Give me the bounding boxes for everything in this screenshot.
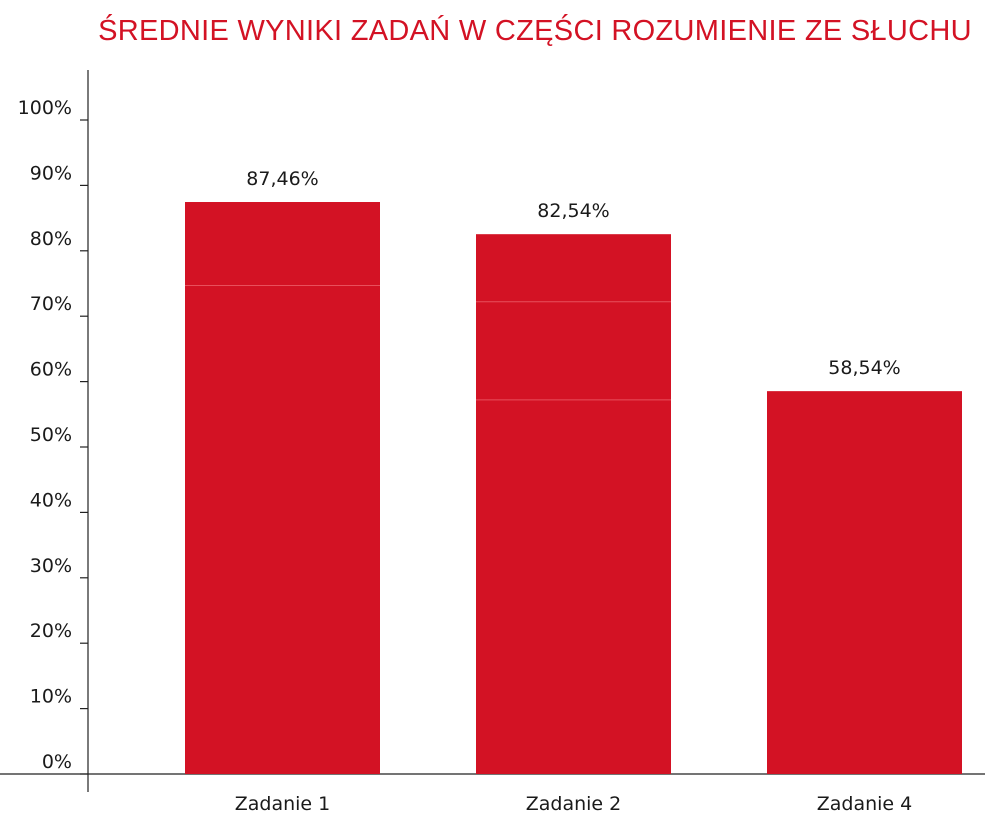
y-tick-label: 100%	[18, 97, 72, 119]
data-labels: 87,46% 82,54% 58,54%	[246, 168, 900, 379]
y-tick-label: 50%	[30, 424, 72, 446]
x-tick-label: Zadanie 2	[526, 793, 622, 815]
bar	[185, 202, 380, 774]
y-tick-label: 90%	[30, 162, 72, 184]
y-tick-label: 0%	[42, 751, 72, 773]
bars	[185, 202, 962, 774]
bar-value-label: 58,54%	[828, 357, 900, 379]
bar	[476, 234, 671, 774]
category-labels: Zadanie 1 Zadanie 2 Zadanie 4	[235, 793, 913, 815]
y-axis-ticks: 0% 10% 20% 30% 40% 50% 60% 70% 80% 90% 100%	[18, 97, 88, 775]
bar	[767, 391, 962, 774]
x-tick-label: Zadanie 4	[817, 793, 913, 815]
chart-title: ŚREDNIE WYNIKI ZADAŃ W CZĘŚCI ROZUMIENIE…	[98, 13, 972, 47]
y-tick-label: 30%	[30, 555, 72, 577]
bar-value-label: 82,54%	[537, 200, 609, 222]
bar-value-label: 87,46%	[246, 168, 318, 190]
x-tick-label: Zadanie 1	[235, 793, 331, 815]
y-tick-label: 60%	[30, 359, 72, 381]
y-tick-label: 80%	[30, 228, 72, 250]
y-tick-label: 20%	[30, 620, 72, 642]
y-tick-label: 70%	[30, 293, 72, 315]
y-tick-label: 10%	[30, 686, 72, 708]
y-tick-label: 40%	[30, 489, 72, 511]
